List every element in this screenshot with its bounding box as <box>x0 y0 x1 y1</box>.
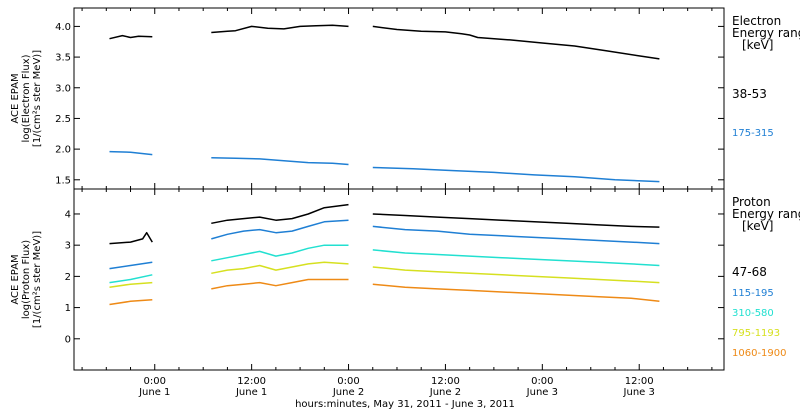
series-310-580 <box>109 244 660 284</box>
series-line-segment <box>372 25 660 60</box>
y-axis-label-line: ACE EPAM <box>10 254 21 304</box>
legend-title-line: [keV] <box>742 219 773 233</box>
electron-y-ticks: 1.5 2.0 2.5 3.0 3.5 4.0 <box>55 22 724 186</box>
legend-title-line: Energy range <box>732 207 800 221</box>
series-line-segment <box>211 24 349 34</box>
y-axis-label-line: log(Electron Flux) <box>21 54 32 142</box>
series-line-segment <box>109 231 153 245</box>
y-tick-label: 3.0 <box>55 83 71 94</box>
series-line-segment <box>109 261 153 270</box>
y-tick-label: 2.0 <box>55 145 71 156</box>
proton-y-axis-label: ACE EPAM log(Proton Flux) [1/(cm²s ster Me… <box>10 231 43 328</box>
series-175-315 <box>109 150 660 183</box>
x-tick-date: June 1 <box>235 387 267 398</box>
x-tick-time: 0:00 <box>531 376 553 387</box>
y-tick-label: 0 <box>65 334 71 345</box>
series-line-segment <box>211 244 349 262</box>
y-tick-label: 3 <box>65 241 71 252</box>
x-tick-time: 12:00 <box>431 376 460 387</box>
legend-entry: 795-1193 <box>732 328 780 339</box>
y-axis-label-line: ACE EPAM <box>10 73 21 123</box>
series-line-segment <box>109 281 153 289</box>
legend-entry: 175-315 <box>732 128 774 139</box>
series-line-segment <box>211 156 349 166</box>
x-tick-time: 0:00 <box>144 376 166 387</box>
y-tick-label: 1.5 <box>55 175 71 186</box>
legend-entry: 47-68 <box>732 265 767 279</box>
x-tick-date: June 2 <box>332 387 364 398</box>
electron-plot-frame <box>73 7 725 190</box>
legend-entry: 38-53 <box>732 87 767 101</box>
legend-entry: 1060-1900 <box>732 348 787 359</box>
y-tick-label: 4.0 <box>55 22 71 33</box>
series-line-segment <box>372 166 660 183</box>
proton-panel: 0 1 2 3 4 ACE EPAM log(Proton Flux) [1/(cm²s s… <box>10 188 800 371</box>
series-38-53 <box>109 24 660 60</box>
series-line-segment <box>372 266 660 284</box>
x-tick-date: June 2 <box>429 387 461 398</box>
series-line-segment <box>211 203 349 225</box>
legend-entry: 115-195 <box>732 288 774 299</box>
x-tick-date: June 3 <box>526 387 558 398</box>
legend-title-line: Energy range <box>732 26 800 40</box>
series-line-segment <box>109 274 153 284</box>
series-line-segment <box>211 261 349 275</box>
series-line-segment <box>109 34 153 40</box>
y-axis-label-line: [1/(cm²s ster MeV)] <box>32 50 43 147</box>
electron-panel: 1.5 2.0 2.5 3.0 3.5 4.0 ACE EPAM log(Electron … <box>10 7 800 190</box>
legend-entry: 310-580 <box>732 308 774 319</box>
series-47-68 <box>109 203 660 245</box>
y-tick-label: 3.5 <box>55 53 71 64</box>
series-line-segment <box>372 225 660 245</box>
legend-title-line: Proton <box>732 195 771 209</box>
y-axis-label-line: log(Proton Flux) <box>21 240 32 319</box>
series-line-segment <box>372 283 660 303</box>
electron-y-axis-label: ACE EPAM log(Electron Flux) [1/(cm²s ster … <box>10 50 43 147</box>
x-tick-time: 0:00 <box>337 376 359 387</box>
x-tick-date: June 3 <box>623 387 655 398</box>
series-line-segment <box>211 278 349 290</box>
legend-title-line: Electron <box>732 14 781 28</box>
x-tick-time: 12:00 <box>237 376 266 387</box>
x-tick-date: June 1 <box>138 387 170 398</box>
proton-plot-frame <box>73 188 725 371</box>
series-line-segment <box>109 150 153 156</box>
series-line-segment <box>372 249 660 267</box>
x-tick-time: 12:00 <box>625 376 654 387</box>
x-axis-label: hours:minutes, May 31, 2011 - June 3, 20… <box>295 399 515 410</box>
y-tick-label: 1 <box>65 303 71 314</box>
y-tick-label: 2.5 <box>55 114 71 125</box>
electron-series <box>109 24 660 183</box>
legend-title-line: [keV] <box>742 38 773 52</box>
proton-y-ticks: 0 1 2 3 4 <box>65 209 724 345</box>
y-tick-label: 4 <box>65 209 71 220</box>
y-axis-label-line: [1/(cm²s ster MeV)] <box>32 231 43 328</box>
series-line-segment <box>109 299 153 306</box>
series-line-segment <box>211 219 349 240</box>
series-115-195 <box>109 219 660 270</box>
y-tick-label: 2 <box>65 272 71 283</box>
series-line-segment <box>372 213 660 228</box>
series-795-1193 <box>109 261 660 289</box>
proton-series <box>109 203 660 306</box>
series-1060-1900 <box>109 278 660 306</box>
